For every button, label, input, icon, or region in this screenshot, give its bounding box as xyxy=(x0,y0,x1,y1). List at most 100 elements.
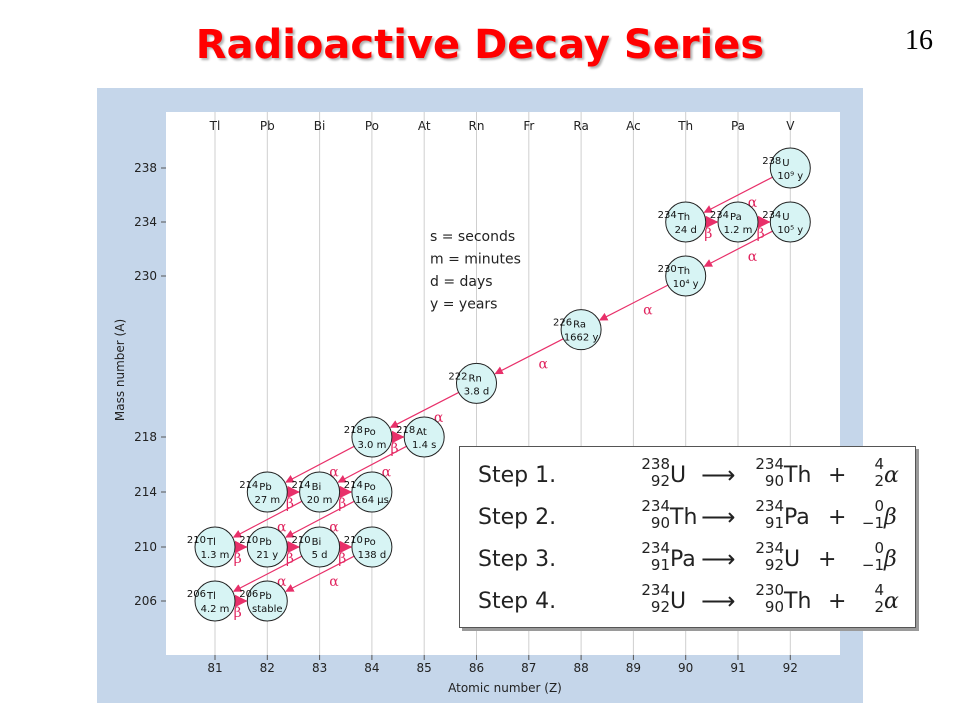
nuclide-node: 222 Rn 3.8 d xyxy=(448,362,497,404)
daughter-nuclide-mass: 234 xyxy=(755,455,784,473)
beta-decay-label: β xyxy=(757,226,765,242)
emitted-particle-symbol: α xyxy=(884,463,899,488)
nuclide-node: 234 Th 24 d xyxy=(658,201,707,243)
nuclide-half-life: 1662 y xyxy=(564,333,599,344)
daughter-nuclide-atomic: 90 xyxy=(764,598,784,616)
y-tick-label: 210 xyxy=(134,540,157,554)
daughter-nuclide-symbol: Th xyxy=(784,463,812,488)
x-tick-label: 91 xyxy=(730,661,745,675)
nuclide-symbol: Tl xyxy=(206,537,216,548)
beta-decay-label: β xyxy=(338,496,346,512)
nuclide-half-life: stable xyxy=(252,604,283,615)
nuclide-half-life: 10⁹ y xyxy=(777,171,803,182)
equation-row: Step 2. 234 90 Th ⟶ 234 91 Pa +0 −1 β xyxy=(478,499,908,537)
reaction-arrow: ⟶ xyxy=(701,503,736,531)
x-tick-label: 92 xyxy=(783,661,798,675)
equation-row: Step 3. 234 91 Pa ⟶ 234 92 U +0 −1 β xyxy=(478,541,908,579)
nuclide-symbol: Pa xyxy=(730,212,742,223)
y-tick-label: 230 xyxy=(134,269,157,283)
nuclide-half-life: 24 d xyxy=(675,225,697,236)
nuclide-circle xyxy=(194,580,236,622)
emitted-particle-symbol: β xyxy=(884,505,897,530)
element-label: Fr xyxy=(523,119,534,133)
parent-nuclide-atomic: 92 xyxy=(650,472,670,490)
nuclide-half-life: 138 d xyxy=(358,550,387,561)
plus-sign: + xyxy=(828,589,847,614)
nuclide-symbol: Po xyxy=(364,427,376,438)
alpha-decay-arrow xyxy=(599,284,669,321)
nuclide-circle xyxy=(299,471,341,513)
daughter-nuclide-atomic: 92 xyxy=(764,556,784,574)
element-label: At xyxy=(418,119,431,133)
parent-nuclide-mass: 234 xyxy=(641,581,670,599)
emitted-particle-mass: 4 xyxy=(874,581,884,599)
alpha-decay-arrow xyxy=(494,338,564,375)
reaction-arrow: ⟶ xyxy=(701,461,736,489)
beta-decay-label: β xyxy=(704,226,712,242)
nuclide-circle xyxy=(246,580,288,622)
parent-nuclide-atomic: 92 xyxy=(650,598,670,616)
nuclide-circle xyxy=(246,471,288,513)
nuclide-node: 234 U 10⁵ y xyxy=(762,201,811,243)
nuclide-mass: 214 xyxy=(292,480,311,491)
nuclide-node: 226 Ra 1662 y xyxy=(553,309,602,351)
alpha-decay-label: α xyxy=(748,249,758,265)
alpha-decay-label: α xyxy=(539,356,549,372)
nuclide-mass: 210 xyxy=(239,535,258,546)
parent-nuclide-symbol: Th xyxy=(670,505,698,530)
nuclide-node: 234 Pa 1.2 m xyxy=(710,201,759,243)
nuclide-mass: 234 xyxy=(762,210,781,221)
plus-sign: + xyxy=(828,463,847,488)
beta-decay-label: β xyxy=(234,551,242,567)
beta-decay-label: β xyxy=(286,496,294,512)
y-tick-label: 214 xyxy=(134,485,157,499)
element-label: Pb xyxy=(260,119,275,133)
legend-item: y = years xyxy=(430,297,497,313)
nuclide-mass: 214 xyxy=(239,480,258,491)
nuclide-circle xyxy=(403,416,445,458)
x-axis-label: Atomic number (Z) xyxy=(448,681,562,695)
parent-nuclide-symbol: U xyxy=(670,463,687,488)
nuclide-half-life: 10⁵ y xyxy=(777,225,803,236)
x-tick-label: 83 xyxy=(312,661,327,675)
equation-step-label: Step 4. xyxy=(478,589,557,614)
nuclide-symbol: Tl xyxy=(206,591,216,602)
nuclide-circle xyxy=(351,471,393,513)
nuclide-symbol: Ra xyxy=(573,320,586,331)
parent-nuclide-atomic: 90 xyxy=(650,514,670,532)
nuclide-mass: 218 xyxy=(344,425,363,436)
emitted-particle-mass: 0 xyxy=(874,497,884,515)
nuclide-node: 210 Po 138 d xyxy=(344,526,393,568)
nuclide-symbol: Th xyxy=(677,212,690,223)
nuclide-circle xyxy=(717,201,759,243)
nuclide-circle xyxy=(299,526,341,568)
parent-nuclide-mass: 234 xyxy=(641,539,670,557)
x-tick-label: 82 xyxy=(260,661,275,675)
reaction-arrow: ⟶ xyxy=(701,545,736,573)
x-tick-label: 88 xyxy=(573,661,588,675)
x-tick-label: 86 xyxy=(469,661,484,675)
nuclide-circle xyxy=(351,416,393,458)
alpha-decay-label: α xyxy=(748,195,758,211)
daughter-nuclide-symbol: Th xyxy=(784,589,812,614)
beta-decay-label: β xyxy=(338,551,346,567)
nuclide-symbol: Pb xyxy=(259,537,271,548)
x-tick-label: 87 xyxy=(521,661,536,675)
emitted-particle-atomic: 2 xyxy=(874,472,884,490)
nuclide-mass: 218 xyxy=(396,425,415,436)
alpha-decay-label: α xyxy=(434,410,444,426)
beta-decay-label: β xyxy=(286,551,294,567)
nuclide-half-life: 164 μs xyxy=(355,495,389,506)
alpha-decay-arrow xyxy=(703,176,773,213)
alpha-decay-label: α xyxy=(329,464,339,480)
reaction-arrow: ⟶ xyxy=(701,587,736,615)
element-label: Pa xyxy=(731,119,745,133)
element-label: V xyxy=(786,119,795,133)
nuclide-half-life: 1.4 s xyxy=(412,440,436,451)
nuclide-symbol: Rn xyxy=(469,373,482,384)
nuclide-half-life: 3.8 d xyxy=(464,386,489,397)
element-label: Tl xyxy=(209,119,221,133)
x-tick-label: 90 xyxy=(678,661,693,675)
nuclide-circle xyxy=(665,201,707,243)
